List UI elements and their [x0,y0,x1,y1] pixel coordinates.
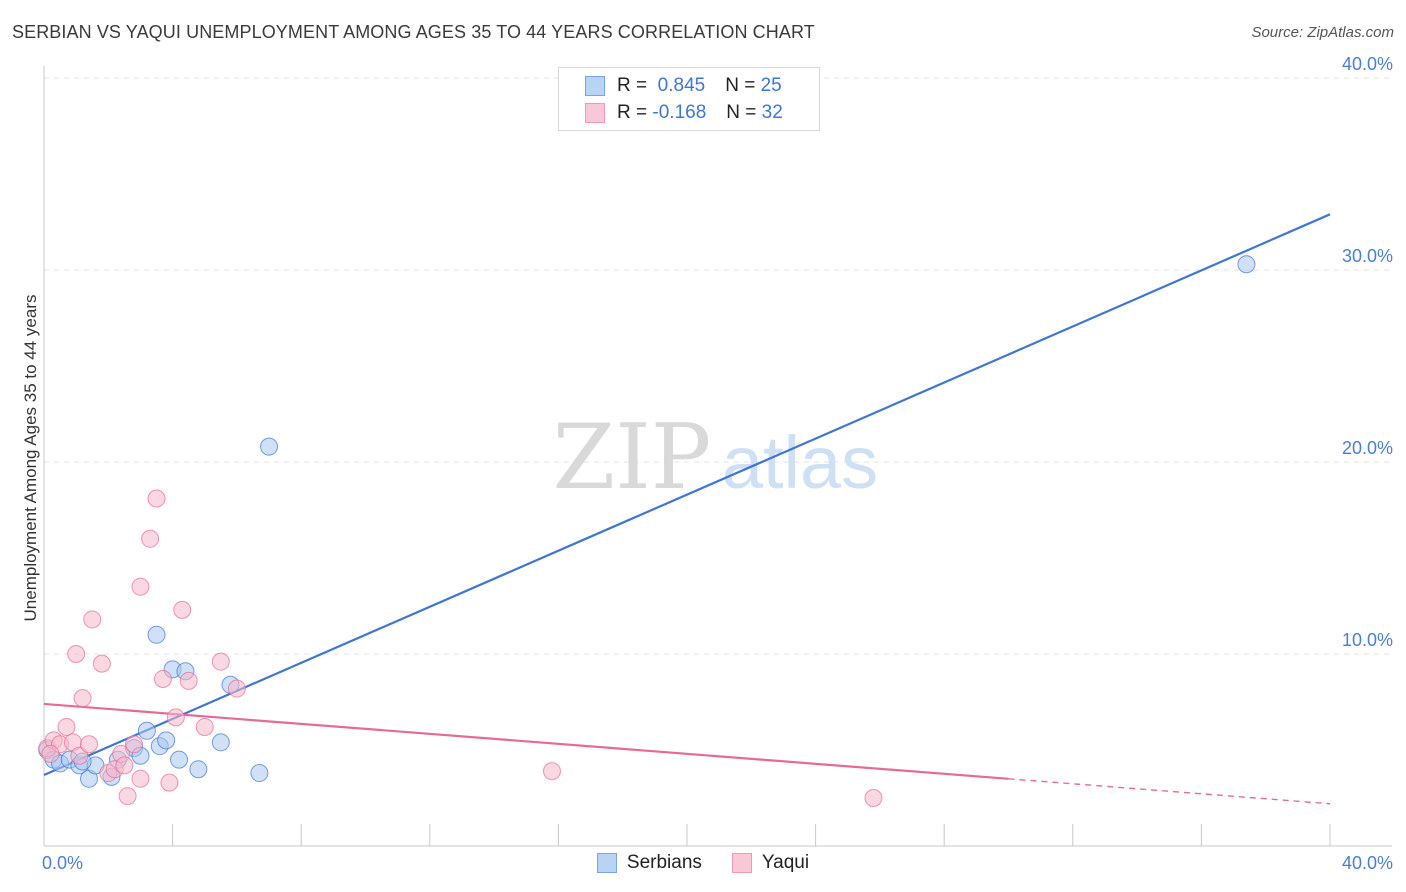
yaqui-r-label: R = [617,102,648,123]
point-serbians-18 [189,760,208,779]
y-tick-label-0: 10.0% [1342,630,1393,650]
point-yaqui-15 [141,529,160,548]
legend-row-serbians: R = 0.845 N = 25 [585,74,782,98]
yaqui-swatch [585,103,605,123]
point-serbians-16 [170,750,189,769]
grid-lines [44,77,1392,655]
point-yaqui-13 [125,735,144,754]
point-serbians-12 [147,625,166,644]
trend-lines [43,213,1331,805]
point-yaqui-16 [147,489,166,508]
chart-title: SERBIAN VS YAQUI UNEMPLOYMENT AMONG AGES… [12,22,815,42]
point-yaqui-20 [173,600,192,619]
trend-line-yaqui [43,702,1009,780]
point-yaqui-7 [83,610,102,629]
point-yaqui-30 [41,744,60,763]
point-yaqui-3 [57,717,76,736]
serbians-r-label: R = [617,75,648,96]
serbians-n-label: N = [725,75,756,96]
point-yaqui-5 [67,645,86,663]
point-yaqui-31 [80,735,99,754]
point-serbians-11 [137,721,156,740]
point-yaqui-6 [73,689,92,708]
point-yaqui-26 [864,789,883,807]
serbians-legend-label: Serbians [626,852,702,873]
point-yaqui-24 [227,679,246,698]
watermark: ZIP atlas [553,405,878,510]
legend-row-yaqui: R = -0.168 N = 32 [585,101,783,125]
tick-labels: 10.0% 20.0% 30.0% 40.0% 0.0% 40.0% [42,54,1393,873]
yaqui-n-value: 32 [761,102,783,123]
watermark-zip: ZIP [553,405,712,510]
watermark-atlas: atlas [722,421,878,504]
legend-item-yaqui[interactable]: Yaqui [731,852,810,874]
stats-legend: R = 0.845 N = 25 R = -0.168 N = 32 [558,67,820,131]
serbians-r-value: 0.845 [657,75,706,96]
y-tick-label-1: 20.0% [1342,438,1393,458]
yaqui-r-value: -0.168 [652,102,707,123]
point-yaqui-12 [118,787,137,806]
yaqui-n-label: N = [726,102,757,123]
data-points [38,255,1256,807]
point-yaqui-29 [131,769,150,788]
point-serbians-19 [211,733,230,752]
x-tick-label-1: 40.0% [1342,853,1393,873]
point-yaqui-17 [153,669,172,688]
serbians-swatch [585,76,605,96]
point-yaqui-23 [211,652,230,671]
point-yaqui-27 [70,746,89,765]
trend-line-ext-yaqui [1008,778,1331,805]
point-serbians-23 [1237,255,1256,274]
point-serbians-21 [250,764,269,783]
trend-line-serbians [43,213,1331,776]
y-axis-label: Unemployment Among Ages 35 to 44 years [21,295,40,622]
point-yaqui-25 [542,762,561,781]
serbians-legend-swatch [596,853,617,873]
point-serbians-14 [157,731,176,750]
point-serbians-22 [260,437,279,456]
point-yaqui-18 [160,773,179,792]
x-tick-label-0: 0.0% [42,853,83,873]
serbians-n-value: 25 [760,75,782,96]
point-yaqui-28 [115,756,134,775]
source-credit: Source: ZipAtlas.com [1251,24,1394,41]
yaqui-legend-label: Yaqui [761,852,810,873]
point-yaqui-14 [131,577,150,596]
point-yaqui-22 [195,717,214,736]
y-tick-label-3: 40.0% [1342,54,1393,74]
point-yaqui-21 [179,671,198,690]
axes [43,66,1392,847]
legend-item-serbians[interactable]: Serbians [596,852,702,874]
point-yaqui-8 [92,654,111,673]
series-legend: Serbians Yaqui [0,852,1406,874]
y-tick-label-2: 30.0% [1342,246,1393,266]
point-yaqui-19 [166,708,185,727]
yaqui-legend-swatch [731,853,752,873]
